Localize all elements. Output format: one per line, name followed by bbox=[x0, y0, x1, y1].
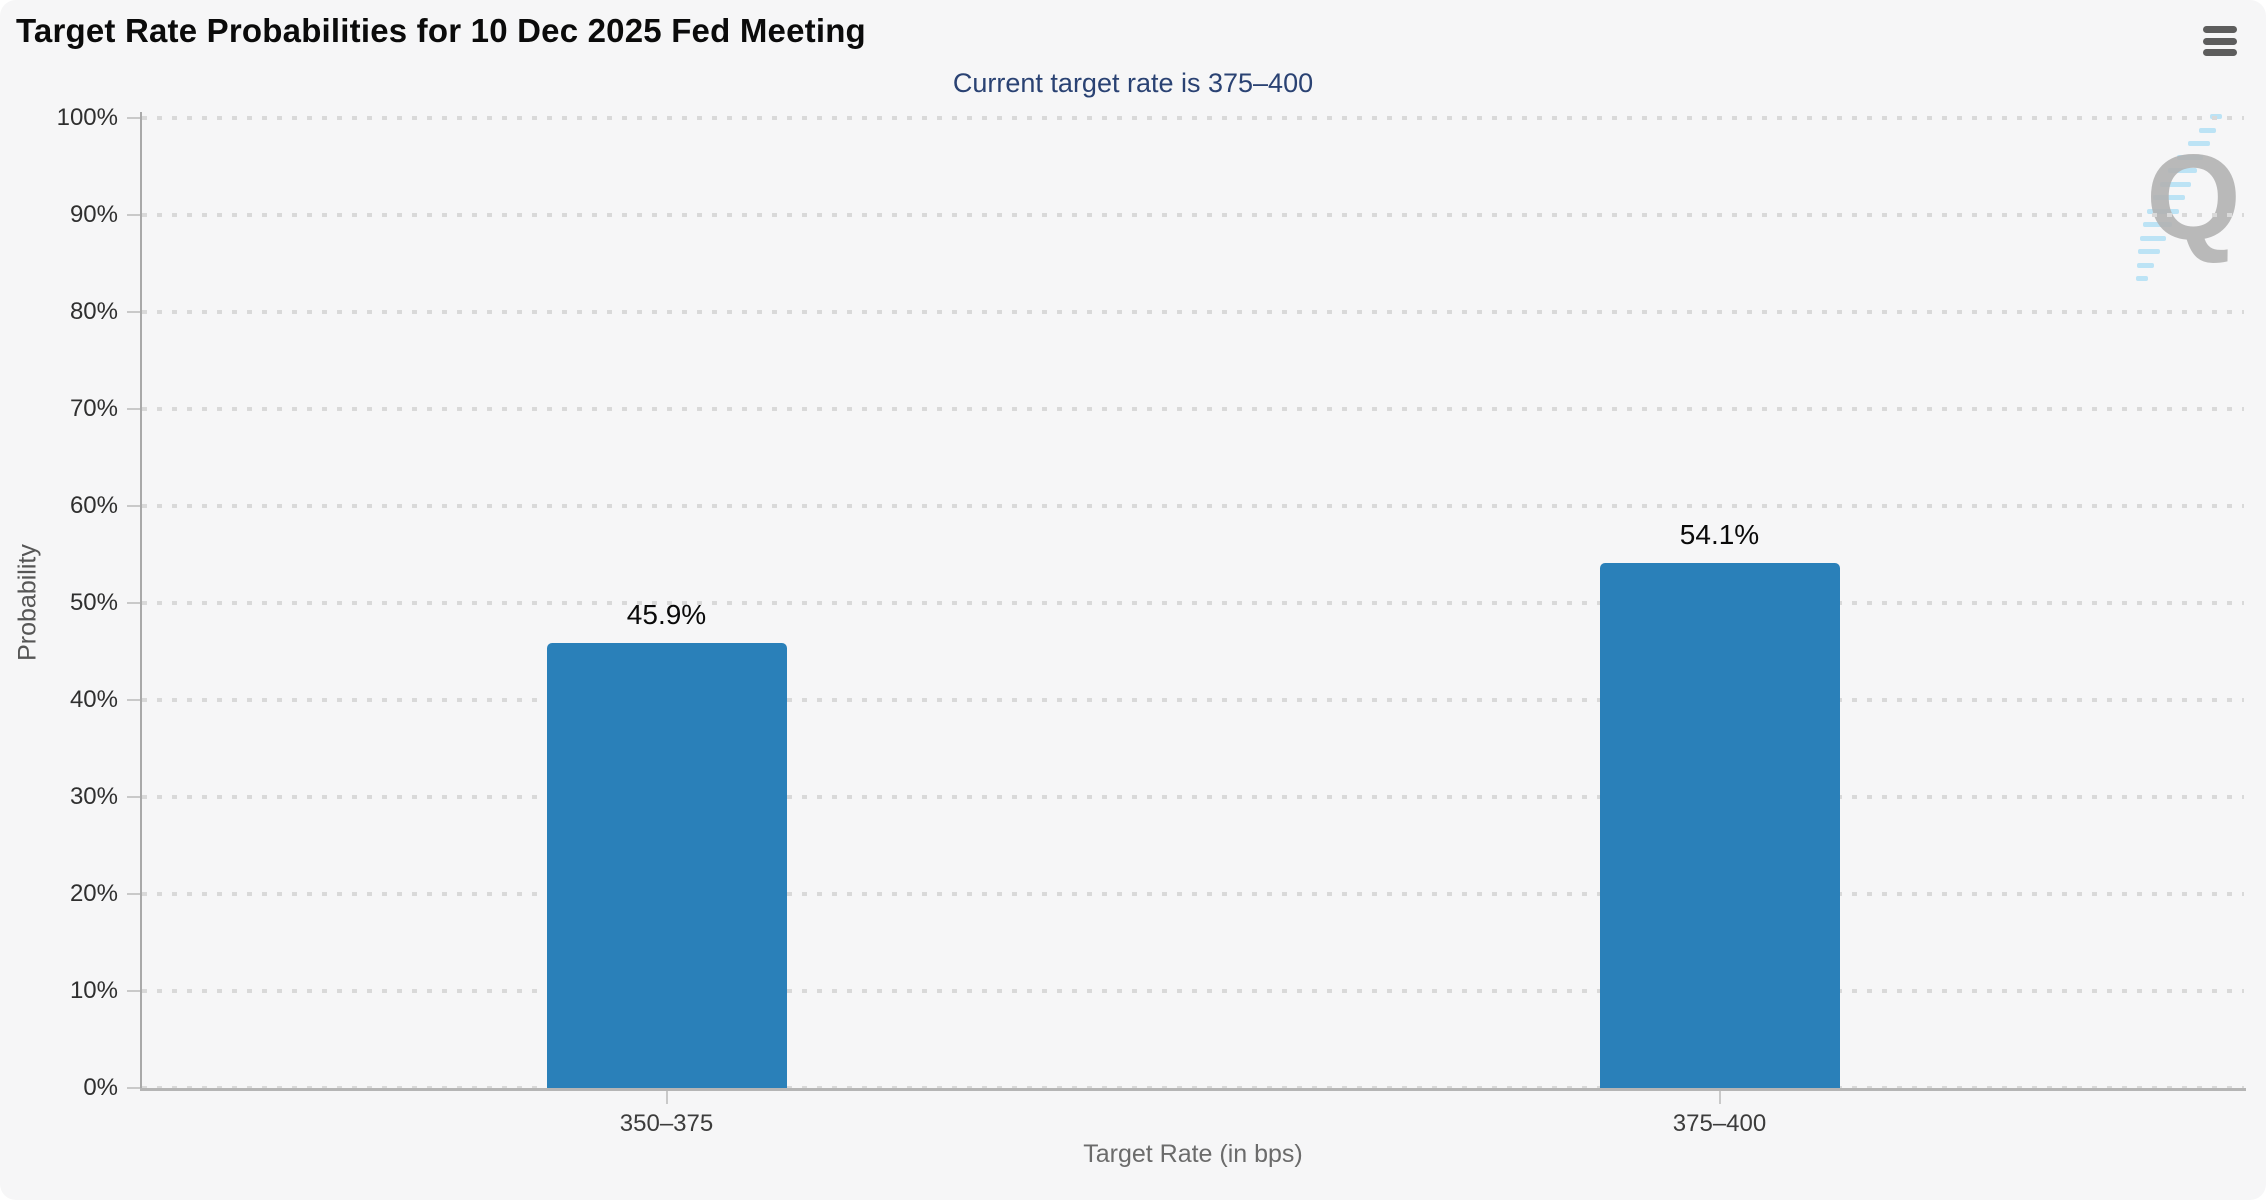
y-tick-label: 10% bbox=[69, 977, 118, 1004]
y-tick-label: 20% bbox=[69, 880, 118, 907]
watermark-stripe bbox=[2140, 235, 2167, 241]
gridline-80% bbox=[142, 310, 2244, 314]
x-axis-tick bbox=[665, 1091, 668, 1104]
x-axis-tick bbox=[1718, 1091, 1721, 1104]
y-tick-label: 70% bbox=[69, 395, 118, 422]
y-axis-tick bbox=[127, 311, 140, 313]
gridline-60% bbox=[142, 504, 2244, 508]
watermark-stripe bbox=[2138, 249, 2160, 254]
gridline-10% bbox=[142, 989, 2244, 993]
watermark-stripe bbox=[2136, 262, 2154, 268]
y-tick-label: 40% bbox=[69, 686, 118, 713]
y-axis-tick bbox=[127, 408, 140, 410]
watermark-stripe bbox=[2159, 181, 2191, 187]
menu-bar bbox=[2203, 49, 2237, 56]
y-axis-tick bbox=[127, 893, 140, 895]
y-axis-tick bbox=[127, 505, 140, 507]
gridline-20% bbox=[142, 892, 2244, 896]
bar-value-label: 54.1% bbox=[1679, 519, 1760, 551]
y-tick-label: 60% bbox=[69, 492, 118, 519]
y-axis-tick bbox=[127, 699, 140, 701]
y-axis-tick bbox=[127, 1087, 140, 1089]
probability-bar-375–400[interactable] bbox=[1599, 563, 1840, 1088]
watermark-stripe bbox=[2167, 168, 2198, 173]
y-axis-tick bbox=[127, 796, 140, 798]
gridline-30% bbox=[142, 795, 2244, 799]
probability-bar-350–375[interactable] bbox=[546, 642, 787, 1088]
watermark-q-logo: Q bbox=[2146, 129, 2241, 265]
menu-bar bbox=[2203, 26, 2237, 33]
y-tick-label: 0% bbox=[83, 1074, 118, 1101]
x-axis-baseline bbox=[140, 1088, 2246, 1091]
y-axis-tick bbox=[127, 214, 140, 216]
bar-value-label: 45.9% bbox=[626, 598, 707, 630]
quikstrike-watermark: Q bbox=[2100, 108, 2266, 298]
y-axis-tick bbox=[127, 117, 140, 119]
watermark-stripe bbox=[2152, 195, 2185, 200]
x-tick-label: 375–400 bbox=[1672, 1110, 1767, 1137]
watermark-stripe bbox=[2198, 127, 2216, 133]
gridline-70% bbox=[142, 407, 2244, 411]
menu-bar bbox=[2203, 37, 2237, 45]
gridline-90% bbox=[142, 213, 2244, 217]
y-axis-line bbox=[140, 112, 142, 1091]
gridline-100% bbox=[142, 116, 2244, 120]
gridline-40% bbox=[142, 698, 2244, 702]
y-axis-tick bbox=[127, 990, 140, 992]
y-axis-tick bbox=[127, 602, 140, 604]
gridline-50% bbox=[142, 601, 2244, 605]
x-tick-label: 350–375 bbox=[619, 1110, 714, 1137]
chart-subtitle: Current target rate is 375–400 bbox=[952, 68, 1314, 98]
y-tick-label: 100% bbox=[56, 104, 118, 131]
watermark-stripe bbox=[2187, 141, 2210, 146]
chart-title: Target Rate Probabilities for 10 Dec 202… bbox=[16, 12, 866, 49]
watermark-stripe bbox=[2143, 222, 2173, 227]
y-tick-label: 30% bbox=[69, 783, 118, 810]
hamburger-menu-icon[interactable] bbox=[2203, 24, 2239, 58]
x-axis-title: Target Rate (in bps) bbox=[1083, 1140, 1303, 1168]
watermark-stripe bbox=[2135, 276, 2148, 281]
y-tick-label: 80% bbox=[69, 298, 118, 325]
y-tick-label: 90% bbox=[69, 201, 118, 228]
watermark-stripe bbox=[2177, 154, 2204, 160]
y-tick-label: 50% bbox=[69, 589, 118, 616]
